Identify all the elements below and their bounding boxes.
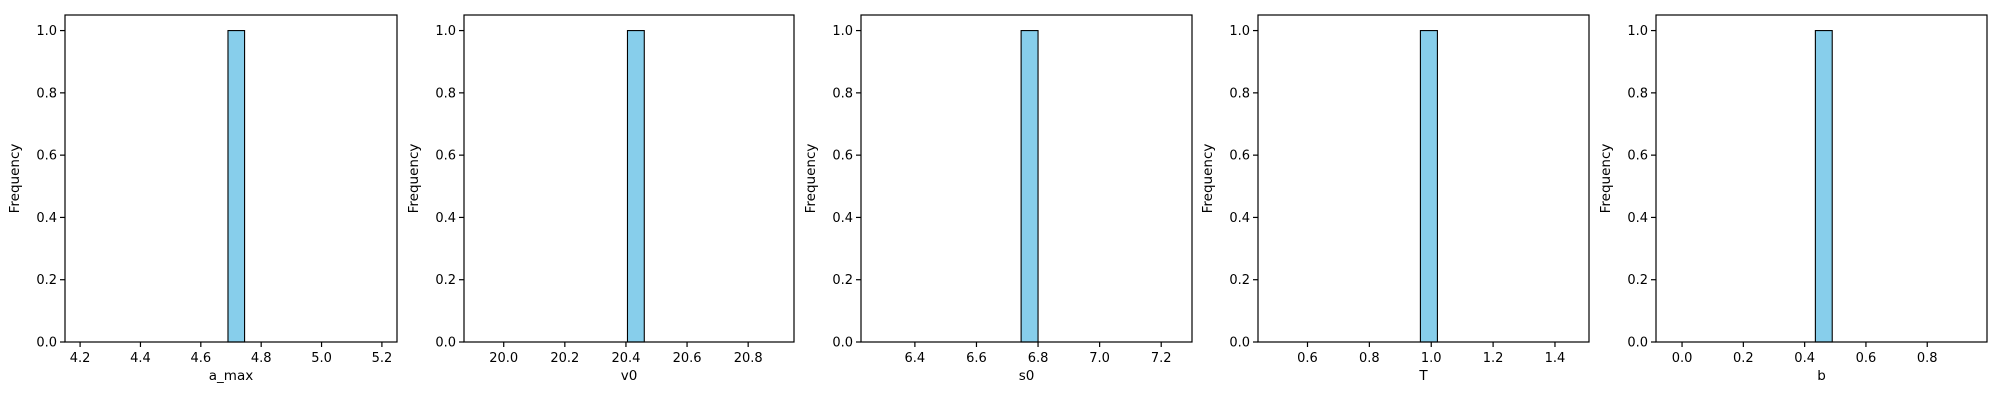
- y-tick-label: 0.0: [832, 336, 853, 351]
- histogram-bar: [1814, 30, 1833, 343]
- y-axis-label: Frequency: [1598, 144, 1614, 214]
- y-tick-label: 1.0: [1627, 24, 1648, 39]
- x-tick-label: 20.4: [611, 351, 640, 366]
- y-tick-label: 0.2: [36, 273, 57, 288]
- x-tick-label: 1.0: [1421, 351, 1442, 366]
- x-tick-label: 0.0: [1672, 351, 1693, 366]
- y-tick-label: 0.4: [1627, 211, 1648, 226]
- histogram-bar: [626, 30, 645, 343]
- x-tick-label: 0.4: [1794, 351, 1815, 366]
- x-tick-label: 6.4: [905, 351, 926, 366]
- x-axis-label: b: [1817, 368, 1826, 384]
- y-tick-label: 0.0: [36, 336, 57, 351]
- y-tick-label: 0.0: [435, 336, 456, 351]
- histogram-bar: [1419, 30, 1438, 343]
- x-axis-label: v0: [621, 368, 638, 384]
- y-tick-label: 0.6: [832, 149, 853, 164]
- x-tick-label: 5.2: [372, 351, 393, 366]
- y-tick-label: 0.8: [1627, 86, 1648, 101]
- histogram-bar: [1020, 30, 1039, 343]
- y-tick-label: 0.4: [435, 211, 456, 226]
- x-tick-label: 0.8: [1917, 351, 1938, 366]
- x-tick-label: 6.8: [1028, 351, 1049, 366]
- axes-frame: [860, 14, 1193, 343]
- histogram-panel-3: 0.0 0.2 0.4 0.6 0.8 1.0 6.4 6.6 6.8 7.0 7.2 s0 Frequ…: [803, 14, 1193, 384]
- x-tick-label: 20.2: [550, 351, 579, 366]
- axes-frame: [64, 14, 398, 343]
- x-tick-label: 20.6: [673, 351, 702, 366]
- histogram-panel-4: 0.0 0.2 0.4 0.6 0.8 1.0 0.6 0.8 1.0 1.2 1.4 T Freque…: [1200, 14, 1590, 384]
- y-tick-label: 0.4: [36, 211, 57, 226]
- y-tick-label: 0.4: [1229, 211, 1250, 226]
- y-tick-label: 0.8: [1229, 86, 1250, 101]
- y-tick-label: 0.6: [1627, 149, 1648, 164]
- y-tick-label: 0.2: [1627, 273, 1648, 288]
- y-tick-label: 0.8: [36, 86, 57, 101]
- x-tick-label: 0.8: [1359, 351, 1380, 366]
- x-tick-label: 20.0: [489, 351, 518, 366]
- y-axis-label: Frequency: [1200, 144, 1216, 214]
- y-tick-label: 0.2: [832, 273, 853, 288]
- x-axis-label: a_max: [209, 368, 253, 384]
- x-tick-label: 0.6: [1297, 351, 1318, 366]
- x-tick-label: 1.2: [1483, 351, 1504, 366]
- x-tick-label: 4.6: [190, 351, 211, 366]
- y-axis-label: Frequency: [406, 144, 422, 214]
- y-axis-label: Frequency: [7, 144, 23, 214]
- histogram-bar: [227, 30, 246, 343]
- x-tick-label: 20.8: [734, 351, 763, 366]
- y-tick-label: 0.8: [832, 86, 853, 101]
- y-tick-label: 0.0: [1229, 336, 1250, 351]
- y-tick-label: 0.6: [36, 149, 57, 164]
- x-tick-label: 7.2: [1151, 351, 1172, 366]
- axes-frame: [1655, 14, 1988, 343]
- x-tick-label: 4.8: [251, 351, 272, 366]
- y-tick-label: 0.2: [1229, 273, 1250, 288]
- y-axis-label: Frequency: [803, 144, 819, 214]
- x-axis-label: s0: [1019, 368, 1035, 384]
- x-tick-label: 4.2: [70, 351, 91, 366]
- y-tick-label: 1.0: [435, 24, 456, 39]
- y-tick-label: 0.0: [1627, 336, 1648, 351]
- y-tick-label: 1.0: [36, 24, 57, 39]
- y-tick-label: 0.8: [435, 86, 456, 101]
- x-tick-label: 7.0: [1089, 351, 1110, 366]
- y-tick-label: 0.4: [832, 211, 853, 226]
- y-tick-label: 1.0: [1229, 24, 1250, 39]
- x-tick-label: 4.4: [130, 351, 151, 366]
- x-tick-label: 6.6: [966, 351, 987, 366]
- y-tick-label: 0.2: [435, 273, 456, 288]
- axes-frame: [463, 14, 795, 343]
- axes-frame: [1257, 14, 1590, 343]
- histogram-panel-5: 0.0 0.2 0.4 0.6 0.8 1.0 0.0 0.2 0.4 0.6 0.8 b Freque…: [1598, 14, 1988, 384]
- y-tick-label: 0.6: [435, 149, 456, 164]
- histogram-panel-1: 0.0 0.2 0.4 0.6 0.8 1.0 4.2 4.4 4.6 4.8 5.0 5.2 a_ma…: [7, 14, 398, 384]
- y-tick-label: 0.6: [1229, 149, 1250, 164]
- y-tick-label: 1.0: [832, 24, 853, 39]
- x-tick-label: 0.2: [1733, 351, 1754, 366]
- x-tick-label: 1.4: [1545, 351, 1566, 366]
- x-tick-label: 0.6: [1856, 351, 1877, 366]
- histogram-panel-2: 0.0 0.2 0.4 0.6 0.8 1.0 20.0 20.2 20.4 20.6 20.8 v0…: [406, 14, 795, 384]
- x-tick-label: 5.0: [311, 351, 332, 366]
- x-axis-label: T: [1418, 368, 1428, 384]
